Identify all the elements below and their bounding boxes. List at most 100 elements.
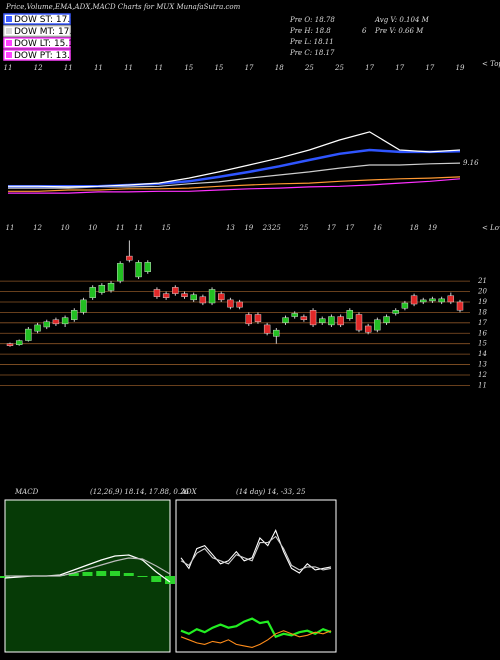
candle-body — [34, 324, 41, 332]
candle-body — [126, 255, 133, 261]
line — [8, 176, 461, 192]
y-tick-label: 19 — [478, 298, 487, 306]
candle-body — [447, 295, 455, 303]
candle-body — [383, 316, 390, 324]
histogram-bar — [0, 576, 10, 578]
candle-body — [309, 310, 317, 326]
panel-title: MACD — [14, 488, 39, 496]
info-text: Pre O: 18.78 — [289, 16, 335, 24]
candle-body — [25, 328, 32, 341]
x-tick-label: 17 — [425, 64, 434, 72]
candle-body — [181, 293, 188, 297]
x-tick-label: 18 — [275, 64, 284, 72]
x-tick-label: 11 — [154, 64, 163, 72]
panel-title: ADX — [180, 488, 198, 496]
x-tick-label: 19 — [428, 224, 437, 232]
candle-body — [61, 317, 69, 325]
x-tick-label: 17 — [245, 64, 254, 72]
x-tick-label: 13 — [226, 224, 235, 232]
x-tick-label: 12 — [34, 64, 43, 72]
x-tick-label: 15 — [184, 64, 193, 72]
y-tick-label: 12 — [478, 371, 487, 379]
y-tick-label: 17 — [478, 319, 487, 327]
candle-body — [282, 317, 289, 324]
candle-body — [71, 310, 78, 320]
x-tick-label: 25 — [304, 64, 314, 72]
line — [180, 617, 332, 639]
y-tick-label: 21 — [477, 277, 487, 285]
x-tick-label: 11 — [116, 224, 125, 232]
candle-body — [162, 293, 170, 298]
candle-body — [374, 319, 381, 331]
info-text: Pre L: 18.11 — [289, 38, 334, 46]
legend-text: DOW MT: 17.22 — [14, 27, 84, 37]
candle-body — [291, 313, 298, 317]
line — [180, 535, 332, 571]
histogram-bar — [68, 573, 79, 576]
annotation: 9.16 — [463, 159, 479, 167]
candle-body — [89, 287, 96, 298]
candle-body — [227, 299, 234, 308]
y-tick-label: 15 — [478, 340, 487, 348]
legend-box — [3, 37, 71, 49]
line — [5, 557, 171, 577]
candle-body — [429, 298, 436, 302]
candle-body — [218, 293, 225, 301]
candle-body — [337, 316, 344, 326]
y-tick-label: 18 — [478, 308, 487, 316]
candle-body — [144, 262, 151, 272]
x-tick-label: 19 — [244, 224, 253, 232]
legend-swatch — [6, 28, 12, 34]
x-tick-label: 11 — [4, 64, 13, 72]
panel-subtitle: (12,26,9) 18.14, 17.88, 0.26 — [90, 488, 190, 496]
histogram-bar — [151, 576, 162, 582]
y-tick-label: 13 — [478, 361, 487, 369]
x-tick-label: 11 — [134, 224, 143, 232]
legend-text: DOW LT: 15.15 — [14, 39, 80, 49]
candle-body — [410, 295, 418, 305]
x-tick-label: 10 — [88, 224, 97, 232]
candle-body — [6, 343, 14, 346]
x-tick-label: 10 — [61, 224, 70, 232]
candle-body — [401, 302, 409, 309]
y-tick-label: 16 — [478, 329, 487, 337]
line — [8, 178, 461, 194]
candle-body — [300, 316, 308, 320]
candle-body — [245, 314, 252, 325]
candle-body — [208, 289, 216, 304]
info-text: Pre H: 18.8 — [289, 27, 331, 35]
candle-body — [346, 310, 353, 319]
legend-text: DOW PT: 13.15 — [14, 51, 81, 61]
x-tick-label: 17 — [327, 224, 336, 232]
candle-body — [392, 310, 399, 314]
histogram-bar — [82, 572, 93, 576]
candle-body — [98, 285, 106, 293]
y-tick-label: 14 — [478, 350, 487, 358]
x-tick-label: 23 — [262, 224, 272, 232]
panel-subtitle: (14 day) 14, -33, 25 — [236, 488, 306, 496]
candle-body — [107, 282, 115, 291]
x-tick-label: 11 — [6, 224, 15, 232]
histogram-bar — [137, 576, 148, 577]
legend-box — [3, 25, 71, 37]
x-tick-label: 11 — [94, 64, 103, 72]
x-tick-label: 17 — [395, 64, 404, 72]
x-tick-label: 19 — [456, 64, 465, 72]
x-tick-label: 25 — [298, 224, 308, 232]
panel — [175, 499, 337, 653]
x-tick-label: 17 — [365, 64, 374, 72]
x-tick-label: 15 — [214, 64, 223, 72]
candle-body — [117, 263, 124, 282]
y-tick-label: 11 — [478, 381, 487, 389]
candle-body — [355, 314, 363, 331]
legend-swatch — [6, 52, 12, 58]
info-text: 6 — [362, 27, 367, 35]
x-tick-label: 25 — [271, 224, 281, 232]
annotation: < Tops — [482, 60, 500, 68]
info-text: Avg V: 0.104 M — [374, 16, 430, 24]
info-text: Pre C: 18.17 — [289, 49, 335, 57]
candle-body — [172, 287, 179, 294]
candle-body — [254, 314, 262, 322]
